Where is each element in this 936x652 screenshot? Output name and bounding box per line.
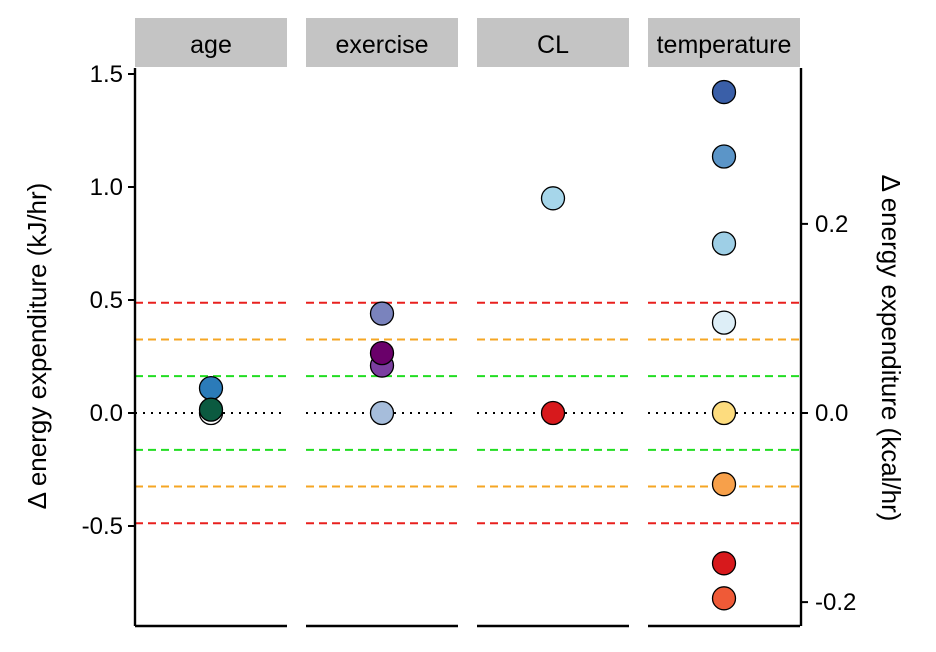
data-point-temperature — [711, 231, 737, 256]
left-y-axis-title: Δ energy expenditure (kJ/hr) — [22, 183, 52, 510]
data-point-temperature — [711, 551, 737, 576]
data-point-temperature — [711, 310, 737, 335]
data-point-temperature — [711, 144, 737, 169]
facet-strip-temperature — [648, 18, 800, 67]
data-point-temperature — [711, 79, 737, 105]
facet-strip-cl — [477, 18, 629, 67]
data-point-cl — [540, 400, 566, 426]
right-y-tick-label: 0.0 — [815, 400, 848, 427]
left-y-tick-label: -0.5 — [82, 513, 123, 540]
left-y-tick-label: 0.0 — [90, 400, 123, 427]
data-point-exercise — [369, 301, 395, 326]
facet-label-age: age — [190, 31, 232, 59]
left-y-tick-label: 0.5 — [90, 287, 123, 314]
data-point-exercise — [369, 340, 395, 366]
right-y-tick-label: 0.2 — [815, 211, 848, 238]
right-y-axis-title: Δ energy expenditure (kcal/hr) — [876, 175, 906, 522]
left-y-tick-label: 1.5 — [90, 61, 123, 88]
data-point-cl — [540, 186, 566, 211]
data-point-temperature — [711, 472, 737, 497]
data-point-exercise — [369, 400, 395, 426]
facet-label-temperature: temperature — [657, 31, 792, 59]
data-point-age — [198, 375, 224, 401]
data-point-temperature — [711, 586, 737, 611]
right-y-tick-label: -0.2 — [815, 589, 856, 616]
data-point-age — [198, 397, 224, 422]
data-point-temperature — [711, 400, 737, 426]
facet-label-cl: CL — [537, 31, 569, 59]
left-y-tick-label: 1.0 — [90, 174, 123, 201]
facet-label-exercise: exercise — [335, 31, 428, 59]
facet-strip-exercise — [306, 18, 458, 67]
facet-strip-age — [135, 18, 287, 67]
